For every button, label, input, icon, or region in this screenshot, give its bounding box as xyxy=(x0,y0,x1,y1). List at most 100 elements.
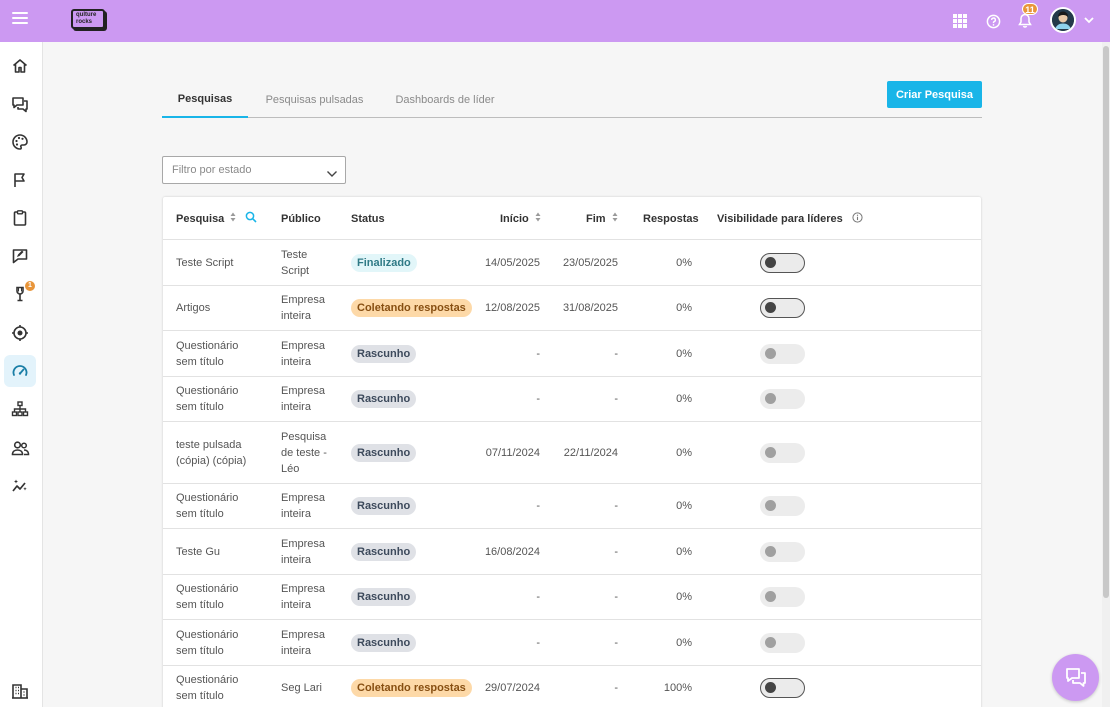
table-row[interactable]: Questionário sem título Seg Lari Coletando… xyxy=(163,666,981,707)
info-icon[interactable] xyxy=(852,211,863,226)
table-row[interactable]: teste pulsada (cópia) (cópia) Pesquisa de… xyxy=(163,422,981,484)
table-row[interactable]: Questionário sem título Empresa inteira Ra… xyxy=(163,377,981,422)
survey-status-cell: Rascunho xyxy=(351,422,491,483)
status-badge: Rascunho xyxy=(351,542,417,561)
sidebar-item-culture[interactable] xyxy=(4,126,36,158)
logo[interactable]: qulture rocks xyxy=(71,9,105,29)
leader-visibility-toggle[interactable] xyxy=(760,541,805,562)
chevron-down-icon[interactable] xyxy=(1083,13,1095,31)
survey-name[interactable]: Questionário sem título xyxy=(176,385,239,413)
notifications-count-badge: 11 xyxy=(1022,3,1038,15)
column-header-start[interactable]: Início xyxy=(500,197,541,240)
survey-responses: 100% xyxy=(663,682,692,694)
toggle-knob xyxy=(765,393,776,404)
sidebar-item-analytics[interactable] xyxy=(4,470,36,502)
sidebar-item-recognition[interactable] xyxy=(4,278,36,310)
chat-support-button[interactable] xyxy=(1052,654,1099,701)
leader-visibility-toggle[interactable] xyxy=(760,252,805,273)
leader-visibility-toggle[interactable] xyxy=(760,442,805,463)
table-row[interactable]: Teste Script Teste Script Finalizado 14/05/… xyxy=(163,240,981,286)
bell-icon[interactable] xyxy=(1014,10,1036,32)
column-header-responses: Respostas xyxy=(643,197,699,240)
survey-name[interactable]: Questionário sem título xyxy=(176,492,239,520)
sort-icon[interactable] xyxy=(535,212,541,225)
leader-visibility-toggle[interactable] xyxy=(760,343,805,364)
survey-name[interactable]: teste pulsada (cópia) (cópia) xyxy=(176,438,247,467)
table-row[interactable]: Questionário sem título Empresa inteira Ra… xyxy=(163,331,981,377)
status-badge: Rascunho xyxy=(351,633,417,652)
leader-visibility-toggle[interactable] xyxy=(760,678,805,698)
apps-grid-icon[interactable] xyxy=(949,10,971,32)
search-icon[interactable] xyxy=(245,211,257,226)
toggle-knob xyxy=(765,446,776,458)
leader-visibility-toggle[interactable] xyxy=(760,587,805,607)
column-label: Respostas xyxy=(643,212,699,225)
sidebar-item-chat[interactable] xyxy=(4,88,36,120)
survey-status-cell: Coletando respostas xyxy=(351,286,491,330)
table-row[interactable]: Artigos Empresa inteira Coletando resposta… xyxy=(163,286,981,331)
tab-bar: Pesquisas Pesquisas pulsadas Dashboards … xyxy=(162,82,982,118)
sidebar-item-feedback[interactable] xyxy=(4,240,36,272)
avatar[interactable] xyxy=(1050,7,1076,33)
building-icon xyxy=(12,684,28,699)
sort-icon[interactable] xyxy=(230,212,236,225)
create-survey-button[interactable]: Criar Pesquisa xyxy=(887,81,982,108)
survey-responses: 0% xyxy=(676,545,692,558)
survey-end-date: 23/05/2025 xyxy=(562,256,618,269)
survey-name[interactable]: Artigos xyxy=(176,302,211,314)
survey-responses: 0% xyxy=(676,393,692,405)
survey-name[interactable]: Teste Script xyxy=(176,256,234,269)
leader-visibility-toggle[interactable] xyxy=(760,632,805,653)
scrollbar-thumb[interactable] xyxy=(1103,46,1109,598)
survey-name[interactable]: Teste Gu xyxy=(176,545,221,558)
toggle-knob xyxy=(765,636,776,648)
sidebar-item-org-chart[interactable] xyxy=(4,393,36,425)
sidebar-item-tasks[interactable] xyxy=(4,202,36,234)
chat-bubble-icon xyxy=(1065,667,1086,687)
survey-end-date: 22/11/2024 xyxy=(563,446,618,459)
survey-start-date: - xyxy=(536,636,540,649)
toggle-knob xyxy=(765,347,776,359)
sidebar-item-surveys[interactable] xyxy=(4,355,36,387)
survey-end-date: - xyxy=(614,682,618,694)
survey-audience: Seg Lari xyxy=(281,682,322,694)
survey-status-cell: Rascunho xyxy=(351,331,491,376)
column-header-survey[interactable]: Pesquisa xyxy=(176,197,257,240)
column-label: Visibilidade para líderes xyxy=(717,212,843,225)
survey-end-date: - xyxy=(614,591,618,603)
leader-visibility-toggle[interactable] xyxy=(760,496,805,516)
sidebar: 1 xyxy=(0,42,43,707)
tab-surveys[interactable]: Pesquisas xyxy=(162,82,248,118)
sort-icon[interactable] xyxy=(612,212,618,225)
leader-visibility-toggle[interactable] xyxy=(760,298,805,318)
survey-status-cell: Rascunho xyxy=(351,529,491,574)
tab-pulse-surveys[interactable]: Pesquisas pulsadas xyxy=(265,94,364,106)
table-row[interactable]: Questionário sem título Empresa inteira Ra… xyxy=(163,620,981,666)
sidebar-item-objectives[interactable] xyxy=(4,317,36,349)
status-filter-select[interactable]: Filtro por estado xyxy=(162,156,346,184)
filter-placeholder: Filtro por estado xyxy=(172,164,252,176)
survey-start-date: - xyxy=(536,591,540,603)
survey-start-date: - xyxy=(536,393,540,405)
tab-leader-dashboards[interactable]: Dashboards de líder xyxy=(395,94,495,106)
sidebar-item-home[interactable] xyxy=(4,50,36,82)
survey-name[interactable]: Questionário sem título xyxy=(176,674,239,702)
help-icon[interactable] xyxy=(982,10,1004,32)
sidebar-item-company[interactable] xyxy=(4,675,36,707)
toggle-knob xyxy=(765,302,776,313)
table-row[interactable]: Teste Gu Empresa inteira Rascunho 16/08/202… xyxy=(163,529,981,575)
survey-name[interactable]: Questionário sem título xyxy=(176,583,239,611)
survey-end-date: 31/08/2025 xyxy=(562,302,618,314)
column-label: Status xyxy=(351,212,385,225)
leader-visibility-toggle[interactable] xyxy=(760,389,805,409)
menu-icon[interactable] xyxy=(12,12,28,28)
column-header-end[interactable]: Fim xyxy=(586,197,618,240)
sidebar-item-goals[interactable] xyxy=(4,164,36,196)
table-row[interactable]: Questionário sem título Empresa inteira Ra… xyxy=(163,575,981,620)
survey-name[interactable]: Questionário sem título xyxy=(176,339,239,368)
column-label: Público xyxy=(281,212,321,225)
table-row[interactable]: Questionário sem título Empresa inteira Ra… xyxy=(163,484,981,529)
survey-name[interactable]: Questionário sem título xyxy=(176,628,239,657)
sidebar-item-people[interactable] xyxy=(4,432,36,464)
survey-start-date: - xyxy=(536,500,540,512)
